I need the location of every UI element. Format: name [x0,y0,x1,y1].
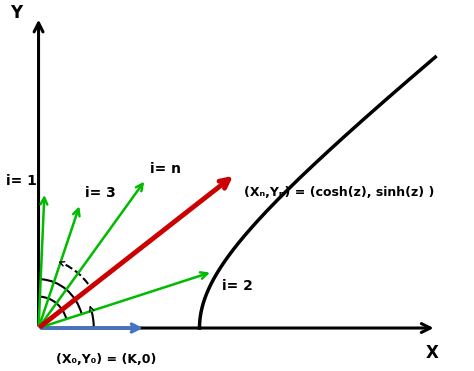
Text: i= n: i= n [150,162,181,175]
Text: X: X [426,344,438,362]
Text: (X₀,Y₀) = (K,0): (X₀,Y₀) = (K,0) [56,353,157,366]
Text: Y: Y [10,4,22,22]
Text: i= 2: i= 2 [221,279,253,293]
Text: i= 1: i= 1 [7,174,37,188]
Text: (Xₙ,Yₙ) = (cosh(z), sinh(z) ): (Xₙ,Yₙ) = (cosh(z), sinh(z) ) [244,186,435,198]
Text: i= 3: i= 3 [85,186,115,200]
